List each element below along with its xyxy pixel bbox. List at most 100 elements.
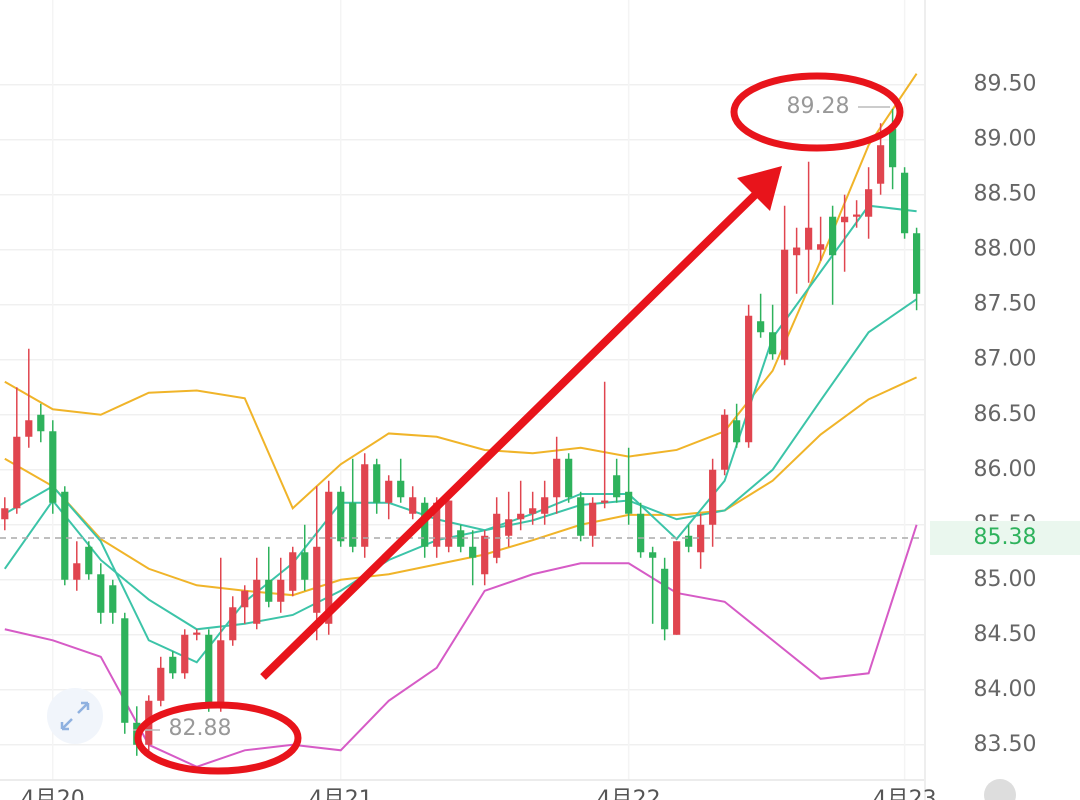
candle-body [253,579,261,624]
y-tick-label: 85.00 [974,567,1037,592]
expand-icon [60,701,90,731]
candle-body [709,469,717,525]
candle-body [13,436,21,509]
x-tick-label: 4月21 [309,787,373,800]
highlight-ellipse [730,72,904,152]
candle-body [601,500,609,503]
candle-body [769,332,777,355]
candle-body [685,535,693,547]
candle-body [829,216,837,256]
candle-body [193,632,201,635]
candle-body [37,414,45,432]
candle-body [229,607,237,641]
y-tick-label: 89.50 [974,72,1037,97]
candle-body [433,502,441,547]
candle-body [421,502,429,547]
candle-body [649,552,657,558]
indicator-line [4,73,918,510]
candle-body [85,546,93,575]
candle-body [745,315,753,443]
candle-body [277,579,285,602]
candle-body [517,513,525,520]
candle-body [913,233,921,294]
last-price-label: 85.38 [974,525,1037,550]
arrow [260,192,758,680]
candle-body [757,321,765,333]
low-label: 82.88 [169,716,232,741]
y-axis: 83.5084.0084.5085.0085.5086.0086.5087.00… [21,72,1080,800]
candle-body [733,420,741,443]
candle-body [469,546,477,558]
candle-body [49,431,57,503]
candle-body [241,590,249,608]
candle-body [565,458,573,498]
candle-body [553,458,561,498]
candle-body [697,524,705,553]
arrow-head [737,166,782,211]
candle-body [169,656,177,674]
candle-body [541,497,549,514]
candle-body [529,508,537,514]
candle-body [901,172,909,234]
last-price-box [930,520,1080,555]
candle-body [337,491,345,542]
candle-body [505,519,513,536]
expand-button[interactable] [47,688,103,744]
candle-body [361,464,369,547]
candle-body [817,244,825,250]
y-tick-label: 86.00 [974,457,1037,482]
candle-body [673,541,681,635]
candle-body [385,480,393,503]
candle-body [481,535,489,575]
candle-body [181,634,189,674]
candle-body [349,502,357,547]
candle-body [493,513,501,558]
candle-body [853,214,861,217]
y-tick-label: 88.00 [974,237,1037,262]
candle-body [325,491,333,624]
candle-body [793,247,801,256]
candle-body [157,667,165,701]
indicator-line [4,376,918,597]
high-label: 89.28 [787,94,850,119]
candle-body [457,530,465,547]
candle-body [205,634,213,707]
candle-body [781,249,789,360]
y-tick-label: 88.50 [974,182,1037,207]
candle-body [589,502,597,536]
kline-button[interactable] [984,779,1016,800]
candle-body [889,128,897,168]
x-tick-label: 4月23 [873,787,937,800]
candle-body [265,579,273,602]
candles [0,108,925,756]
candle-body [1,508,9,520]
y-tick-label: 83.50 [974,732,1037,757]
candle-body [289,552,297,591]
y-tick-label: 84.50 [974,622,1037,647]
candle-body [373,464,381,503]
candle-body [841,216,849,223]
candle-body [445,500,453,547]
candle-body [97,574,105,613]
candle-body [721,414,729,470]
candle-body [61,491,69,580]
y-tick-label: 87.00 [974,347,1037,372]
candle-body [877,145,885,184]
y-tick-label: 84.00 [974,677,1037,702]
candle-body [301,552,309,580]
candle-body [313,546,321,613]
candle-body [73,563,81,580]
candle-body [637,513,645,553]
candle-body [121,618,129,723]
candle-body [865,189,873,217]
candle-body [217,640,225,707]
candle-body [25,420,33,437]
y-tick-label: 89.00 [974,127,1037,152]
indicator-lines [3,73,918,768]
candle-body [577,497,585,536]
candle-body [661,568,669,630]
highlight-ellipse [134,701,302,775]
x-tick-label: 4月22 [597,787,661,800]
x-tick-label: 4月20 [21,787,85,800]
candle-body [613,475,621,498]
